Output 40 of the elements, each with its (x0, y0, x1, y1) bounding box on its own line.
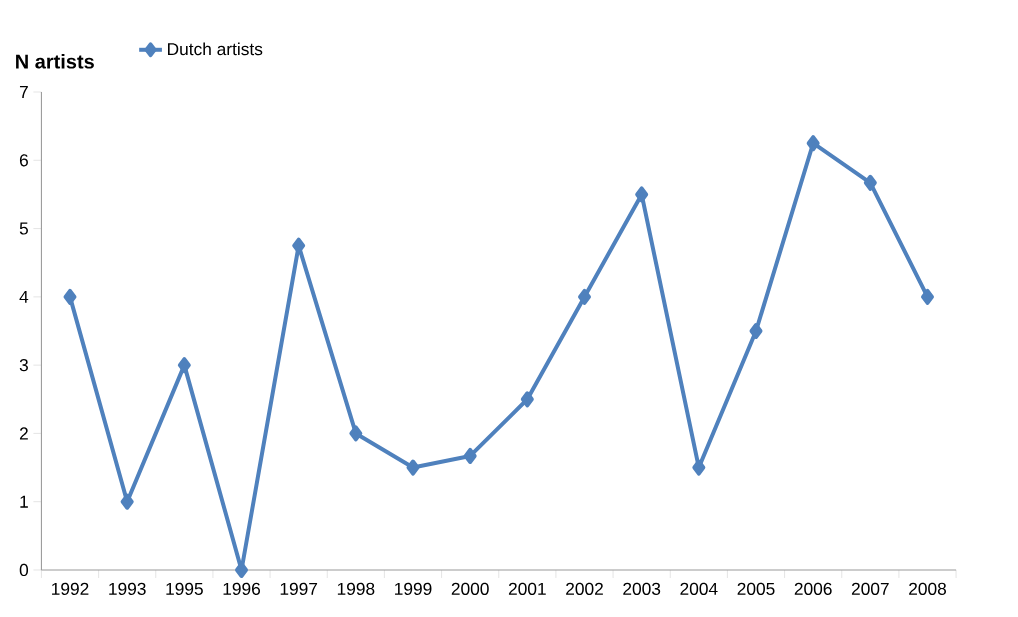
point (806, 135, 820, 152)
x-tick-label: 2006 (794, 582, 832, 595)
x-tick-label: 1999 (395, 582, 432, 595)
x-tick-label: 1993 (109, 582, 146, 595)
x-tick-label: 1998 (337, 582, 375, 595)
point (635, 186, 649, 203)
y-tick-label: 7 (19, 86, 28, 98)
y-axis-title: N artists (16, 53, 94, 69)
x-tick-label: 1996 (223, 582, 261, 595)
y-tick-label: 0 (19, 563, 29, 577)
y-tick-label: 1 (20, 495, 28, 508)
x-tick-label: 1992 (52, 582, 89, 595)
point (749, 322, 763, 339)
legend-label: Dutch artists (168, 42, 263, 56)
point (63, 288, 77, 305)
point (349, 425, 363, 442)
point (520, 391, 534, 408)
x-tick-label: 2004 (680, 582, 718, 595)
y-tick-label: 2 (19, 427, 28, 440)
x-tick-label: 2002 (566, 582, 603, 595)
x-tick-label: 1997 (280, 582, 318, 595)
x-tick-label: 1995 (166, 582, 203, 595)
y-tick-label: 5 (19, 222, 28, 235)
point (120, 493, 134, 510)
point (406, 459, 420, 476)
x-tick-label: 2008 (909, 582, 947, 595)
x-tick-label: 2001 (508, 582, 546, 595)
x-tick-label: 2003 (623, 582, 661, 595)
x-tick-label: 2005 (737, 582, 775, 595)
y-tick-label: 6 (19, 154, 28, 167)
point (463, 447, 477, 464)
y-tick-label: 4 (19, 290, 29, 303)
y-tick-label: 3 (19, 358, 28, 372)
point (692, 459, 706, 476)
point (578, 288, 591, 305)
x-tick-label: 2007 (851, 582, 889, 595)
point (921, 288, 934, 305)
point (177, 357, 191, 374)
point (863, 174, 877, 191)
x-tick-label: 2000 (451, 582, 489, 595)
